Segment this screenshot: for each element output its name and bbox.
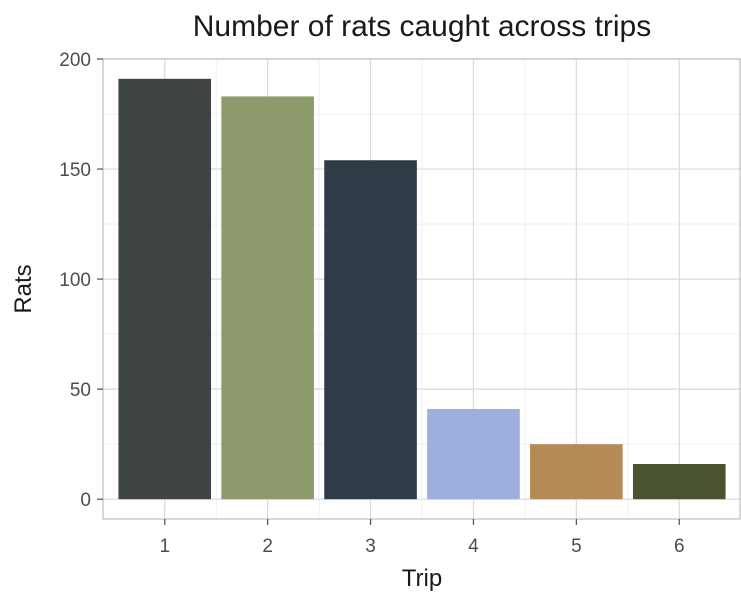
bar-trip-4 — [427, 408, 520, 500]
plot-panel — [102, 58, 741, 520]
x-tick-label: 6 — [674, 536, 685, 557]
bar-trip-3 — [324, 160, 417, 500]
x-tick-label: 5 — [571, 536, 582, 557]
chart-title: Number of rats caught across trips — [193, 10, 652, 43]
y-tick-label: 150 — [59, 160, 91, 181]
x-tick-label: 2 — [262, 536, 273, 557]
y-tick-label: 50 — [70, 380, 91, 401]
y-axis: 0 50 100 150 200 — [59, 50, 103, 511]
y-axis-title: Rats — [10, 264, 37, 313]
y-tick-label: 0 — [80, 490, 91, 511]
bar-trip-1 — [118, 78, 212, 500]
y-tick-label: 100 — [59, 270, 91, 291]
bar-trip-2 — [221, 96, 314, 500]
bars — [118, 78, 726, 500]
x-axis-title: Trip — [402, 565, 442, 592]
x-tick-label: 3 — [365, 536, 376, 557]
x-tick-label: 1 — [159, 536, 170, 557]
bar-trip-5 — [530, 444, 623, 500]
y-tick-label: 200 — [59, 50, 91, 71]
x-tick-label: 4 — [468, 536, 479, 557]
bar-trip-6 — [632, 463, 726, 500]
x-axis: 1 2 3 4 5 6 — [159, 519, 685, 557]
